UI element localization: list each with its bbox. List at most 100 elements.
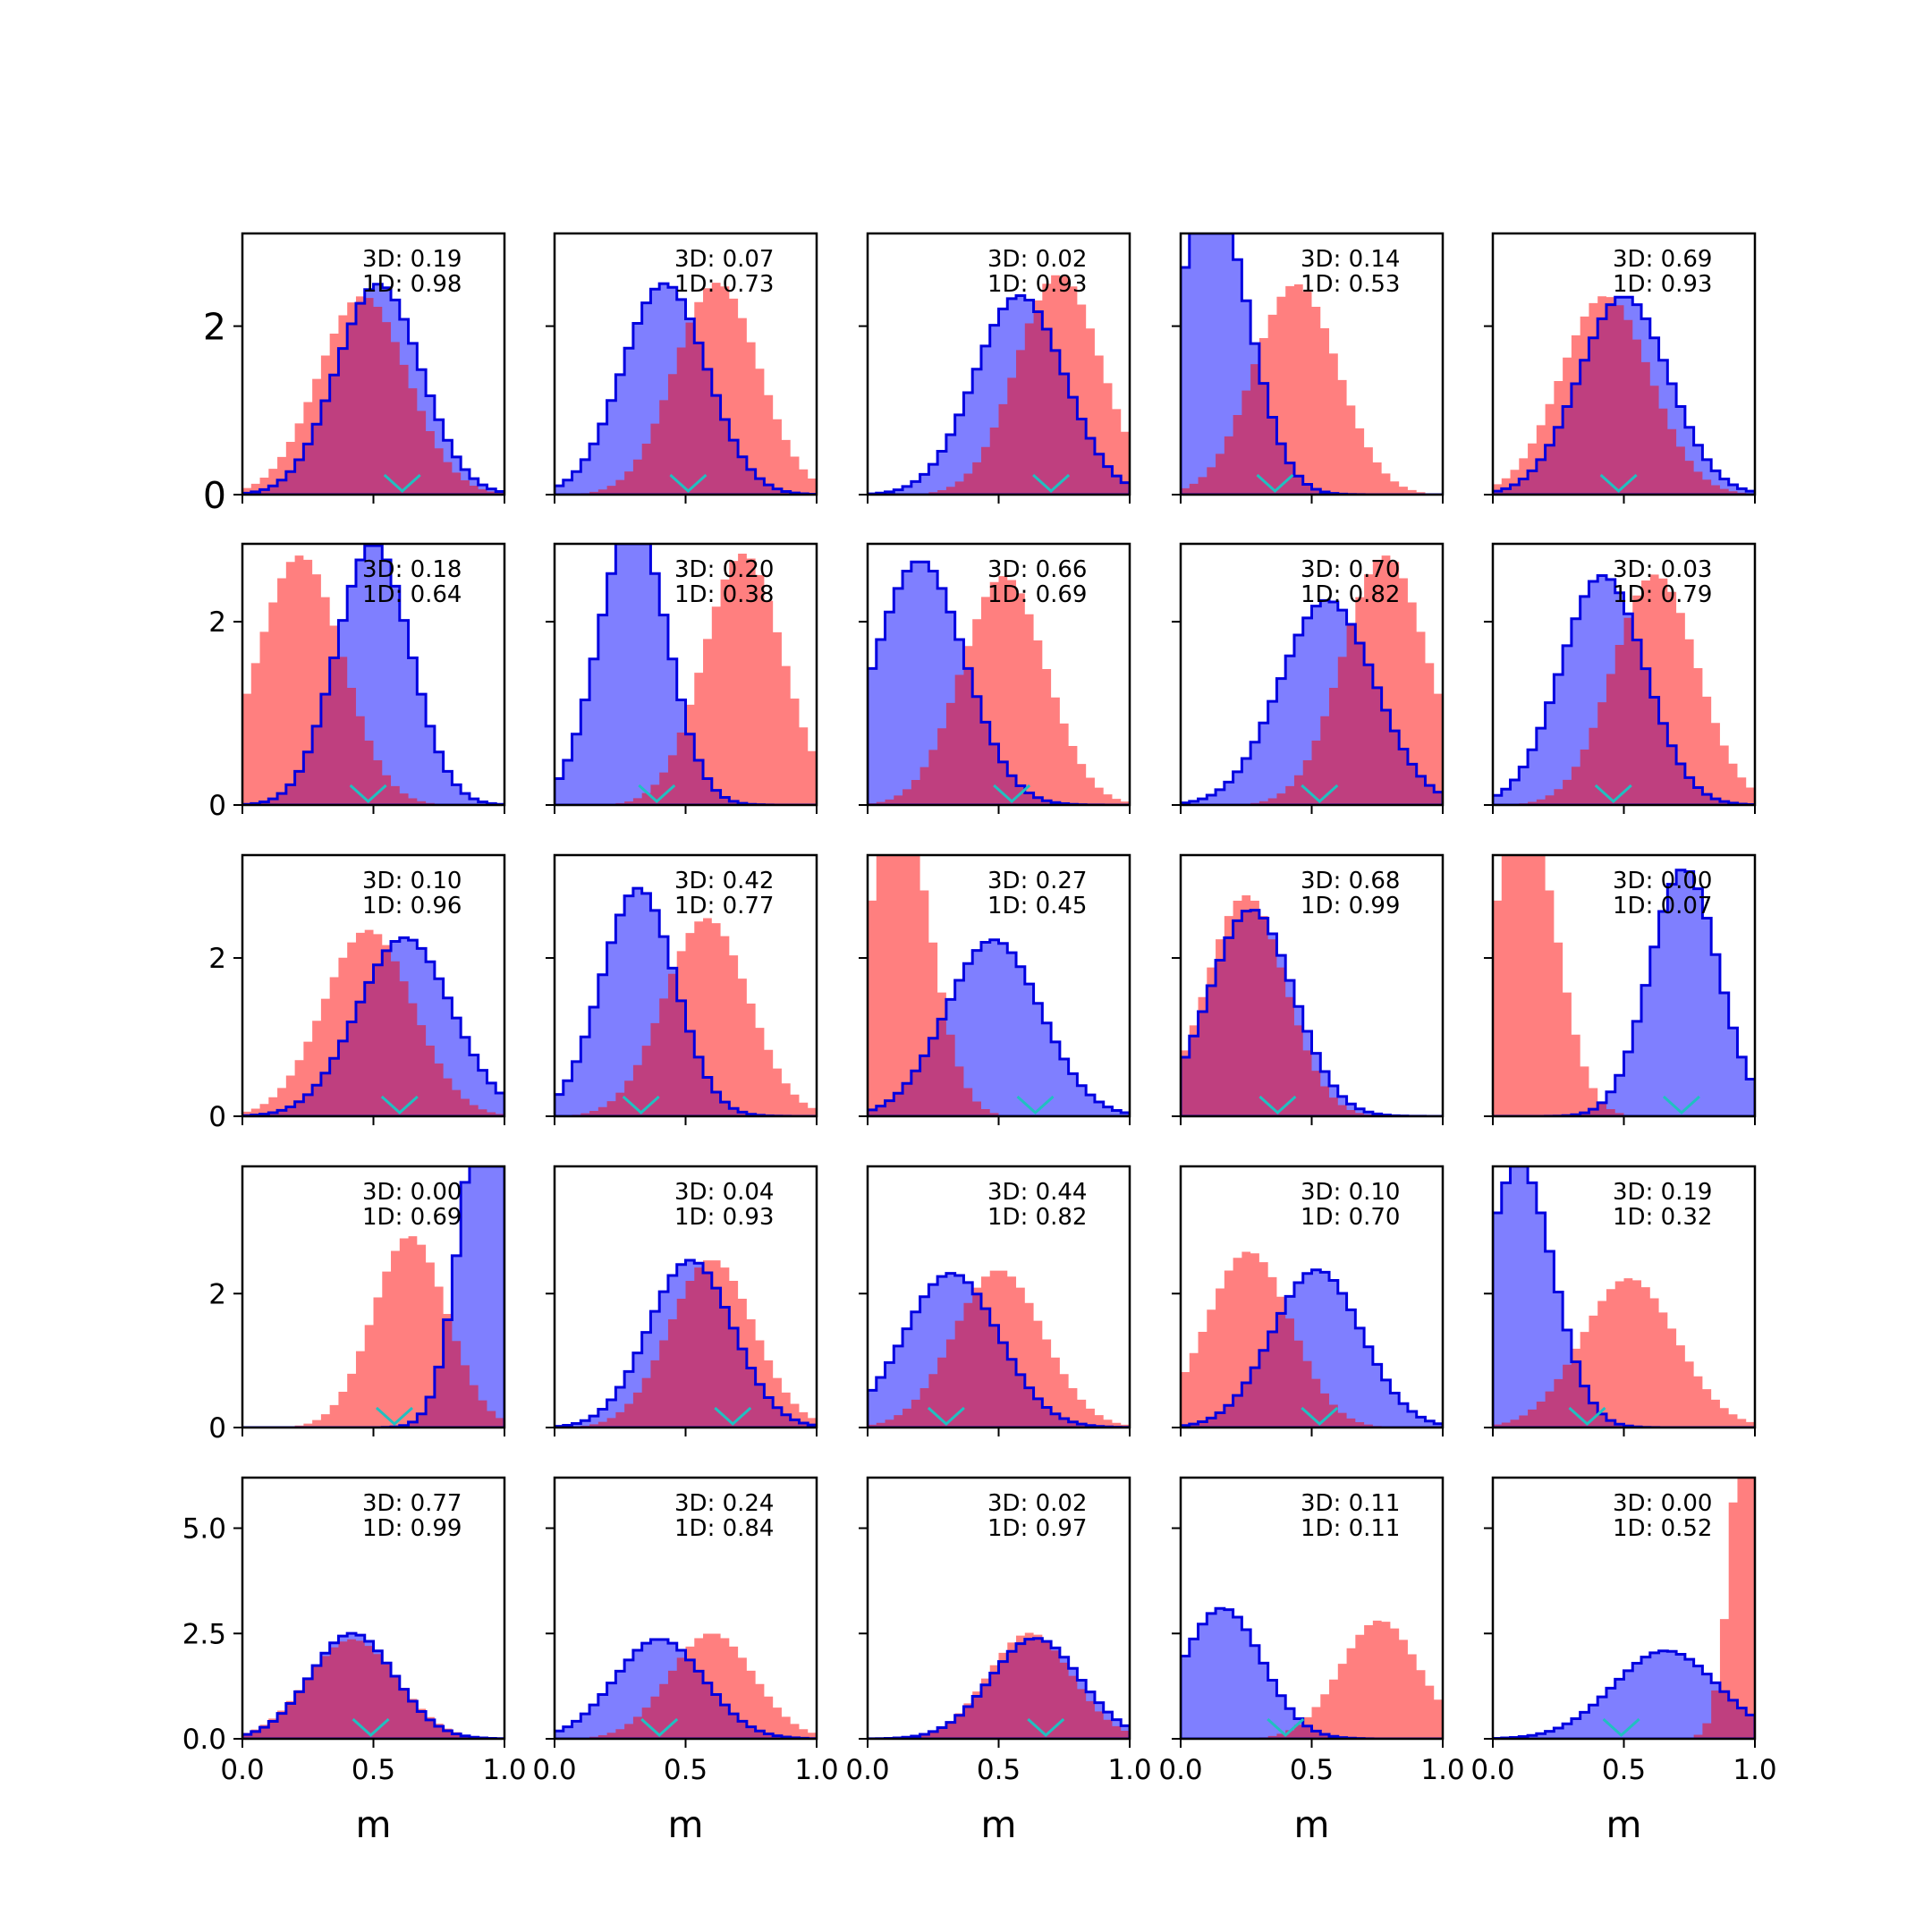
true-value-marker (1267, 1717, 1305, 1738)
y-tick-label: 2.5 (182, 1618, 226, 1650)
red-histogram (555, 1633, 817, 1739)
blue-histogram-fill (1181, 1608, 1443, 1739)
x-tick-label: 0.5 (1290, 1754, 1334, 1786)
annotation-3d: 3D: 0.10 (1301, 1179, 1400, 1206)
y-tick-label: 2 (208, 606, 226, 639)
red-histogram (1493, 296, 1755, 495)
blue-histogram-outline (242, 1166, 504, 1428)
blue-histogram-outline (868, 938, 1130, 1116)
red-histogram (555, 1260, 817, 1428)
subplot-plot-area (1493, 1166, 1755, 1428)
red-histogram (868, 576, 1130, 805)
y-tick-label: 2 (203, 306, 226, 349)
annotation-1d: 1D: 0.52 (1613, 1515, 1712, 1542)
subplot-plot-area (555, 1633, 817, 1739)
red-histogram (1493, 1478, 1755, 1739)
red-histogram (1181, 1620, 1443, 1739)
x-tick-label: 1.0 (482, 1754, 526, 1786)
red-histogram (242, 1639, 504, 1739)
annotation-3d: 3D: 0.77 (362, 1490, 462, 1517)
true-value-marker (1599, 473, 1638, 494)
x-tick-label: 0.5 (352, 1754, 395, 1786)
blue-histogram-outline (868, 293, 1130, 495)
subplot-plot-area (1181, 1251, 1443, 1428)
x-tick-label: 0.5 (977, 1754, 1021, 1786)
red-histogram (555, 553, 817, 805)
annotation-3d: 3D: 0.42 (674, 868, 774, 894)
red-histogram (868, 1270, 1130, 1428)
subplot-plot-area (1493, 573, 1755, 805)
true-value-marker (1301, 784, 1339, 804)
subplot-plot-area (242, 283, 504, 495)
subplot-plot-area (555, 1258, 817, 1428)
annotation-3d: 3D: 0.44 (987, 1179, 1087, 1206)
red-histogram (868, 1632, 1130, 1739)
annotation-3d: 3D: 0.68 (1301, 868, 1400, 894)
annotation-1d: 1D: 0.93 (1613, 271, 1712, 298)
blue-histogram-outline (555, 1638, 817, 1739)
red-histogram (868, 275, 1130, 495)
annotation-1d: 1D: 0.32 (1613, 1204, 1712, 1231)
blue-histogram-fill (1493, 1650, 1755, 1739)
blue-histogram-outline (868, 1637, 1130, 1739)
true-value-marker (352, 1717, 390, 1738)
annotation-3d: 3D: 0.00 (1613, 1490, 1712, 1517)
annotation-3d: 3D: 0.66 (987, 556, 1087, 583)
annotation-3d: 3D: 0.14 (1301, 246, 1400, 273)
y-tick-label: 0 (208, 790, 226, 822)
x-tick-label: 1.0 (1420, 1754, 1464, 1786)
x-axis-label: m (1606, 1803, 1642, 1846)
blue-histogram-fill (555, 544, 817, 805)
annotation-3d: 3D: 0.07 (674, 246, 774, 273)
red-histogram (1181, 555, 1443, 805)
annotation-1d: 1D: 0.82 (1301, 581, 1400, 608)
subplot-plot-area (555, 886, 817, 1116)
x-tick-label: 1.0 (1733, 1754, 1776, 1786)
annotation-3d: 3D: 0.69 (1613, 246, 1712, 273)
true-value-marker (383, 473, 421, 494)
red-histogram (242, 555, 504, 805)
blue-histogram-fill (1493, 869, 1755, 1116)
red-histogram (242, 1236, 504, 1428)
annotation-1d: 1D: 0.69 (362, 1204, 462, 1231)
annotation-3d: 3D: 0.18 (362, 556, 462, 583)
x-tick-label: 0.0 (1158, 1754, 1202, 1786)
blue-histogram-outline (1493, 1649, 1755, 1739)
blue-histogram-outline (242, 283, 504, 495)
red-histogram (1181, 894, 1443, 1116)
subplot-plot-area (868, 855, 1130, 1116)
true-value-marker (1602, 1717, 1640, 1738)
annotation-1d: 1D: 0.64 (362, 581, 462, 608)
subplot-plot-area (242, 929, 504, 1116)
red-histogram (1493, 1278, 1755, 1428)
red-histogram (868, 855, 1130, 1116)
y-tick-label: 0 (208, 1412, 226, 1445)
subplot-plot-area (1181, 555, 1443, 805)
y-tick-label: 2 (208, 1278, 226, 1310)
annotation-1d: 1D: 0.99 (1301, 893, 1400, 919)
blue-histogram-outline (1493, 295, 1755, 495)
x-axis-label: m (981, 1803, 1017, 1846)
annotation-1d: 1D: 0.99 (362, 1515, 462, 1542)
x-tick-label: 0.0 (220, 1754, 264, 1786)
true-value-marker (714, 1406, 752, 1427)
x-tick-label: 0.0 (1470, 1754, 1514, 1786)
x-axis-label: m (356, 1803, 392, 1846)
blue-histogram-outline (868, 1272, 1130, 1428)
